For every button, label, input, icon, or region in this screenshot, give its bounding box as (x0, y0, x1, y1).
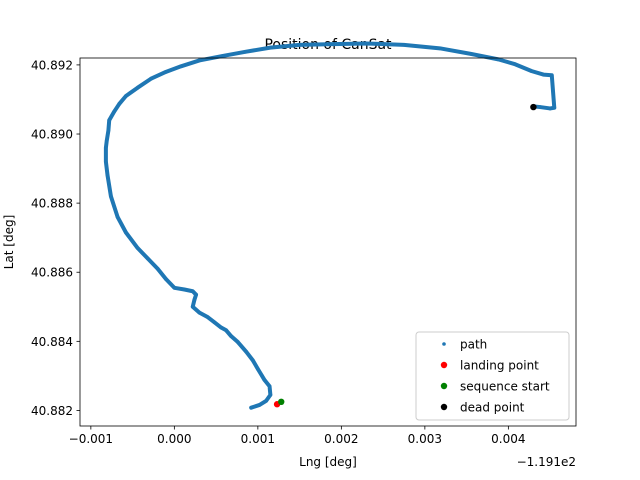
path-point (106, 128, 111, 133)
path-point (249, 405, 253, 410)
x-tick-label: 0.004 (491, 432, 525, 446)
y-axis-ticks: 40.882 40.884 40.886 40.888 40.890 40.892 (31, 58, 80, 418)
path-point (212, 320, 217, 325)
x-tick-label: 0.000 (157, 432, 191, 446)
y-tick-label: 40.890 (31, 128, 73, 142)
x-tick-label: 0.001 (241, 432, 275, 446)
path-point (197, 310, 202, 315)
path-point (236, 340, 240, 344)
path-point (135, 85, 140, 90)
path-point (264, 398, 269, 403)
path-point (552, 105, 557, 110)
path-point (124, 230, 128, 235)
path-point (194, 292, 198, 297)
path-point (179, 64, 183, 69)
path-point (105, 173, 110, 178)
x-axis-offset-label: −1.191e2 (517, 455, 576, 469)
path-point (124, 94, 128, 98)
path-point (513, 62, 517, 67)
path-point (243, 49, 248, 54)
path-point (268, 393, 273, 397)
legend: path landing point sequence start dead poin… (415, 331, 570, 421)
legend-label-path: path (460, 338, 487, 352)
path-point (104, 139, 109, 143)
path-point (190, 289, 195, 294)
path-point (145, 256, 150, 261)
path-point (164, 277, 168, 281)
path-point (262, 378, 267, 382)
path-point (548, 106, 552, 111)
path-point (149, 76, 153, 81)
path-point (260, 374, 264, 378)
legend-marker-sequence-start (440, 382, 448, 390)
path-point (220, 54, 225, 58)
path-point (538, 105, 542, 109)
y-tick-label: 40.886 (31, 266, 73, 280)
y-tick-label: 40.892 (31, 58, 73, 72)
path-point (104, 159, 108, 164)
path-point (529, 69, 534, 73)
x-tick-label: 0.003 (408, 432, 442, 446)
path-point (190, 304, 195, 309)
path-point (257, 403, 262, 407)
path-point (256, 367, 260, 371)
path-point (104, 146, 108, 150)
sequence-start-marker (278, 398, 285, 406)
path-point (364, 41, 369, 46)
y-tick-label: 40.888 (31, 197, 73, 211)
path-point (205, 315, 210, 319)
dead-point-marker (530, 103, 537, 111)
legend-marker-path (442, 342, 446, 346)
plot-area (103, 41, 557, 410)
path-point (115, 215, 120, 219)
y-tick-label: 40.884 (31, 335, 73, 349)
path-point (182, 287, 187, 292)
path-point (224, 328, 228, 333)
path-point (107, 118, 112, 122)
legend-label-dead-point: dead point (460, 401, 525, 415)
x-axis-title: Lng [deg] (299, 455, 357, 469)
path-point (402, 43, 406, 47)
x-axis-ticks: −0.001 0.000 0.001 0.002 0.003 0.004 (69, 426, 526, 446)
path-point (541, 72, 546, 77)
path-point (496, 57, 501, 62)
path-point (117, 102, 122, 106)
y-axis-title: Lat [deg] (2, 215, 16, 270)
path-point (438, 46, 442, 51)
path-point (164, 70, 168, 74)
path-point (135, 246, 140, 250)
legend-box (415, 331, 570, 421)
y-tick-label: 40.882 (31, 404, 73, 418)
path-point (549, 73, 554, 78)
x-tick-label: 0.002 (324, 432, 358, 446)
path-point (268, 45, 273, 50)
path-point (229, 334, 233, 338)
path-point (267, 384, 272, 389)
path-point (297, 43, 302, 47)
legend-marker-dead-point (440, 403, 448, 411)
path-point (468, 52, 473, 56)
path-point (112, 109, 117, 114)
path-point (109, 194, 113, 199)
path-point (244, 349, 248, 354)
x-tick-label: −0.001 (69, 432, 113, 446)
path-point (197, 58, 202, 63)
legend-label-sequence-start: sequence start (460, 380, 550, 394)
legend-label-landing-point: landing point (460, 359, 539, 373)
axes-frame (79, 57, 577, 427)
path-point (192, 298, 197, 302)
path-point (219, 325, 223, 330)
path-point (331, 42, 335, 46)
path-point (251, 358, 255, 363)
legend-marker-landing-point (440, 361, 448, 369)
path-point (172, 285, 177, 290)
path-point (155, 266, 160, 271)
